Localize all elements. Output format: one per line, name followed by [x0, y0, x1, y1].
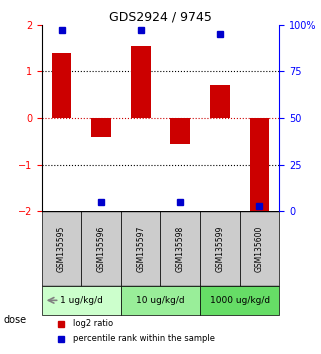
Text: GSM135597: GSM135597 [136, 225, 145, 272]
FancyBboxPatch shape [200, 211, 240, 286]
Text: GSM135599: GSM135599 [215, 225, 224, 272]
FancyBboxPatch shape [42, 286, 121, 315]
Text: GSM135598: GSM135598 [176, 225, 185, 272]
Bar [170, 118, 190, 144]
FancyBboxPatch shape [81, 211, 121, 286]
FancyBboxPatch shape [121, 286, 200, 315]
Bar [131, 46, 151, 118]
FancyBboxPatch shape [240, 211, 279, 286]
Title: GDS2924 / 9745: GDS2924 / 9745 [109, 11, 212, 24]
Text: 1000 ug/kg/d: 1000 ug/kg/d [210, 296, 270, 305]
Bar [52, 53, 71, 118]
Text: GSM135596: GSM135596 [97, 225, 106, 272]
Text: percentile rank within the sample: percentile rank within the sample [73, 335, 215, 343]
FancyBboxPatch shape [42, 211, 81, 286]
Bar [210, 85, 230, 118]
Bar [91, 118, 111, 137]
Text: dose: dose [3, 315, 26, 325]
Text: log2 ratio: log2 ratio [73, 319, 113, 329]
Text: GSM135600: GSM135600 [255, 225, 264, 272]
Text: 10 ug/kg/d: 10 ug/kg/d [136, 296, 185, 305]
Bar [249, 118, 269, 216]
FancyBboxPatch shape [160, 211, 200, 286]
Text: GSM135595: GSM135595 [57, 225, 66, 272]
FancyBboxPatch shape [121, 211, 160, 286]
Text: 1 ug/kg/d: 1 ug/kg/d [60, 296, 103, 305]
FancyBboxPatch shape [200, 286, 279, 315]
